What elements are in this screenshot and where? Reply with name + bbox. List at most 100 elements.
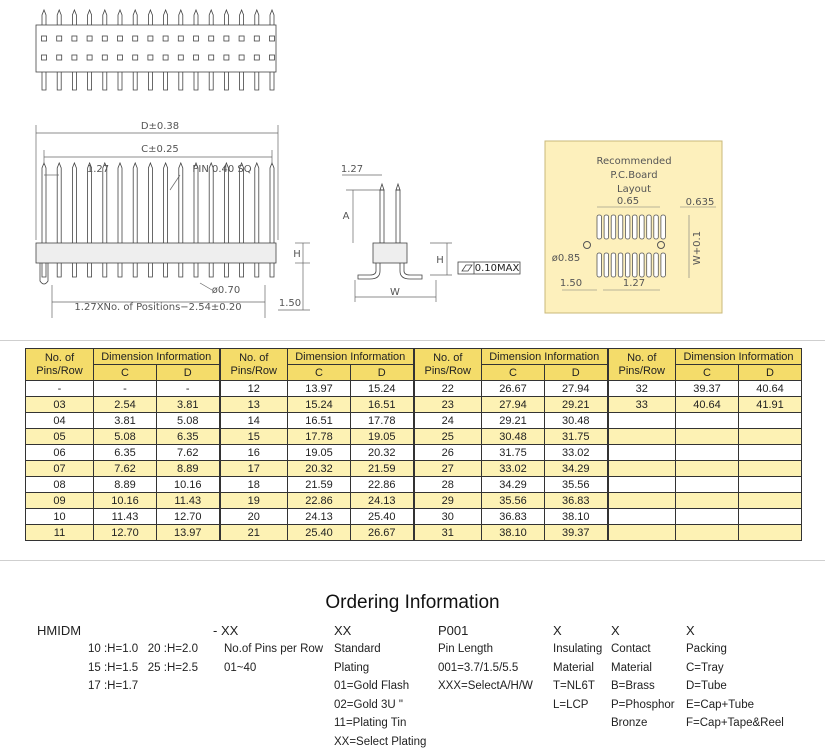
table-cell: 13.97: [156, 524, 220, 541]
dimension-lines: [35, 125, 452, 318]
pin: [87, 263, 92, 278]
pcb-label: ø0.85: [552, 253, 580, 264]
pin: [224, 8, 229, 25]
pin: [102, 161, 108, 243]
table-cell: 11: [25, 524, 94, 541]
table-cell: 25.40: [287, 524, 351, 541]
pin-square: [132, 54, 139, 61]
table-cell: -: [93, 380, 157, 397]
separator: [0, 340, 825, 341]
table-cell: 12.70: [93, 524, 157, 541]
dim-label: C±0.25: [141, 144, 179, 155]
pin: [224, 263, 229, 278]
empty-cell: [675, 508, 739, 525]
pad: [646, 214, 652, 240]
table-cell: 22.86: [350, 476, 414, 493]
empty-cell: [675, 412, 739, 429]
table-cell: 20: [218, 508, 288, 525]
table-row: 05 5.08 6.35 15 17.78 19.05 25 30.48 31.75: [25, 428, 802, 445]
empty-cell: [606, 476, 676, 493]
pin: [208, 72, 214, 91]
header-text: No. of: [627, 351, 657, 364]
pad: [603, 214, 609, 240]
order-option: Insulating: [553, 643, 603, 655]
table-row: 06 6.35 7.62 16 19.05 20.32 26 31.75 33.02: [25, 444, 802, 461]
order-option: Material: [553, 661, 594, 674]
header-cell: No. of Pins/Row: [218, 348, 288, 381]
separator: [0, 560, 825, 561]
pin-square: [177, 54, 184, 61]
pin: [239, 8, 244, 25]
table-cell: 39.37: [544, 524, 608, 541]
order-option: 11=Plating Tin: [334, 717, 407, 729]
table-cell: 31.75: [481, 444, 545, 461]
order-option: Pin Length: [438, 643, 493, 655]
order-code: X: [686, 623, 695, 638]
table-cell: 33.02: [544, 444, 608, 461]
pin: [87, 72, 92, 91]
pin-square: [71, 54, 78, 61]
table-cell: 24: [412, 412, 482, 429]
order-option: 17 :H=1.7: [88, 680, 139, 692]
pin-square: [162, 35, 169, 42]
pin-square: [177, 35, 184, 42]
empty-cell: [675, 460, 739, 477]
pin: [269, 8, 275, 25]
order-option: 15 :H=1.5 25 :H=2.5: [88, 661, 198, 674]
drawing-area: D±0.38 C±0.25 1.27 PIN 0.40 SQ ø0.70 1.2…: [35, 8, 723, 318]
pad: [596, 252, 602, 278]
pad: [660, 214, 666, 240]
dim-label: PIN 0.40 SQ: [192, 164, 251, 175]
table-cell: 28: [412, 476, 482, 493]
order-option: 10 :H=1.0 20 :H=2.0: [88, 643, 198, 655]
pin: [148, 72, 153, 91]
table-cell: 27: [412, 460, 482, 477]
pin: [224, 72, 229, 91]
pin-square: [238, 35, 245, 42]
table-cell: 5.08: [156, 412, 220, 429]
pin: [102, 263, 108, 278]
pin: [193, 161, 199, 243]
empty-cell: [738, 524, 802, 541]
empty-cell: [738, 492, 802, 509]
order-code: HMIDM: [37, 623, 82, 638]
pad: [625, 214, 631, 240]
housing: [35, 24, 277, 73]
empty-cell: [738, 508, 802, 525]
table-row: No. of Pins/Row Dimension Information No. o…: [25, 348, 802, 381]
table-cell: 22.86: [287, 492, 351, 509]
pin: [193, 263, 199, 278]
table-cell: 31: [412, 524, 482, 541]
header-cell: D: [350, 364, 414, 381]
pin-square: [147, 54, 154, 61]
empty-cell: [606, 412, 676, 429]
order-code: XX: [334, 623, 352, 638]
table-cell: 8.89: [93, 476, 157, 493]
table-cell: 15.24: [350, 380, 414, 397]
table-cell: 29: [412, 492, 482, 509]
pin: [132, 72, 138, 91]
table-cell: 16: [218, 444, 288, 461]
table-cell: 40.64: [675, 396, 739, 413]
table-cell: 39.37: [675, 380, 739, 397]
pcb-layout: Recommended P.C.Board Layout 0.65 0.635 …: [544, 140, 723, 314]
empty-cell: [606, 508, 676, 525]
table-row: 07 7.62 8.89 17 20.32 21.59 27 33.02 34.29: [25, 460, 802, 477]
pin: [102, 8, 108, 25]
pcb-title: P.C.Board: [610, 170, 657, 181]
table-cell: 22: [412, 380, 482, 397]
pin: [193, 8, 199, 25]
pin: [178, 263, 184, 278]
pin: [148, 8, 153, 25]
header-cell: No. of Pins/Row: [606, 348, 676, 381]
pin: [193, 72, 199, 91]
pin-square: [223, 35, 230, 42]
table-cell: 19.05: [350, 428, 414, 445]
pin-square: [41, 54, 47, 61]
pin-square: [223, 54, 230, 61]
pad: [653, 214, 659, 240]
pin-square: [56, 35, 63, 42]
empty-cell: [675, 476, 739, 493]
pad: [660, 252, 666, 278]
pin: [254, 161, 260, 243]
